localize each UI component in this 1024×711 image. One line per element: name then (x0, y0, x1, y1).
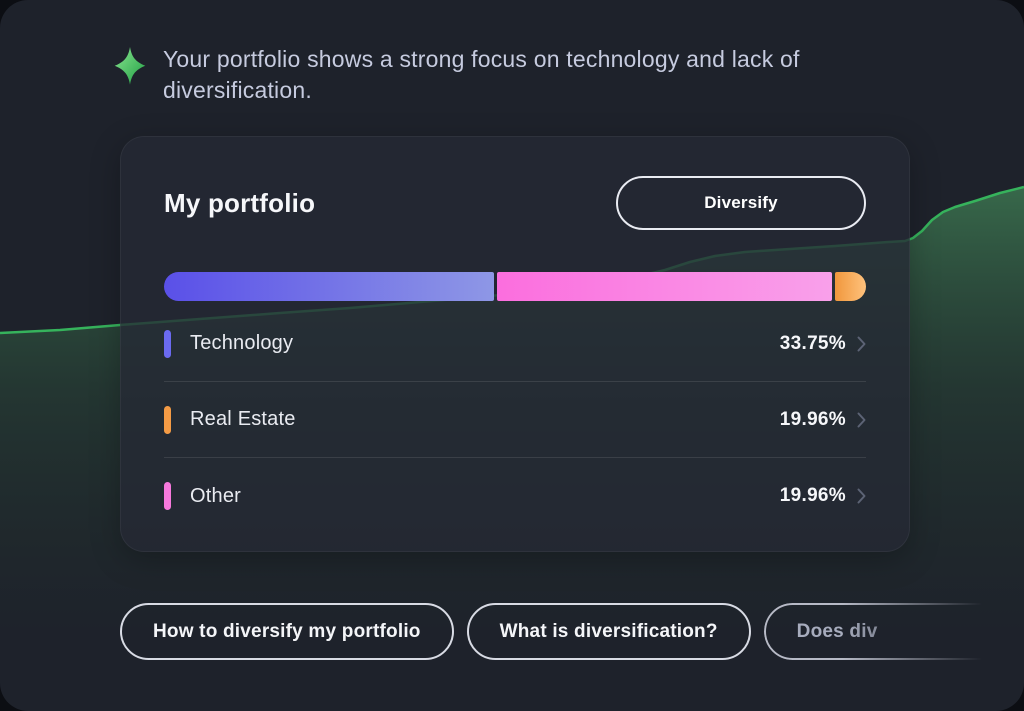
chevron-right-icon (857, 488, 866, 504)
assistant-header: Your portfolio shows a strong focus on t… (112, 44, 879, 106)
allocation-segment-technology (164, 272, 494, 301)
portfolio-row-real-estate[interactable]: Real Estate 19.96% (164, 382, 866, 458)
diversify-button[interactable]: Diversify (616, 176, 866, 230)
row-label: Other (190, 484, 242, 507)
chevron-right-icon (857, 336, 866, 352)
technology-marker-icon (164, 329, 171, 358)
allocation-segment-real-estate (835, 272, 866, 301)
portfolio-card-header: My portfolio Diversify (164, 136, 866, 230)
sparkle-icon (114, 47, 146, 85)
chip-how-to-diversify[interactable]: How to diversify my portfolio (120, 603, 454, 660)
row-value: 19.96% (779, 408, 846, 430)
portfolio-title: My portfolio (164, 187, 316, 218)
chip-does-div-truncated[interactable]: Does div (763, 603, 1024, 660)
portfolio-row-other[interactable]: Other 19.96% (164, 458, 866, 534)
portfolio-row-technology[interactable]: Technology 33.75% (164, 306, 866, 382)
real-estate-marker-icon (164, 405, 171, 434)
allocation-bar (164, 272, 866, 301)
row-label: Real Estate (190, 408, 296, 430)
suggested-questions: How to diversify my portfolio What is di… (120, 603, 1024, 660)
assistant-message: Your portfolio shows a strong focus on t… (163, 46, 800, 103)
other-marker-icon (164, 482, 171, 510)
row-value: 19.96% (779, 485, 846, 506)
allocation-segment-other (496, 272, 833, 301)
portfolio-card: My portfolio Diversify Technology 33.75%… (120, 136, 910, 552)
row-label: Technology (190, 332, 294, 354)
row-value: 33.75% (779, 332, 846, 354)
chevron-right-icon (857, 412, 866, 428)
chip-what-is-diversification[interactable]: What is diversification? (466, 603, 751, 660)
portfolio-rows: Technology 33.75% Real Estate 19.96% Oth… (164, 306, 866, 534)
